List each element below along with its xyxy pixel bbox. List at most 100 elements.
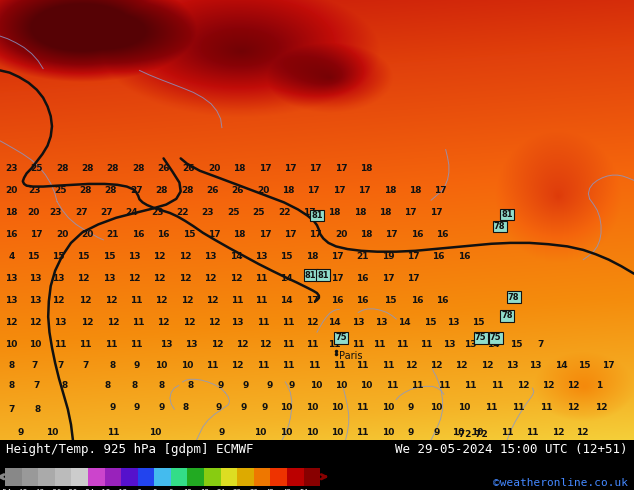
Text: 11: 11 [356,402,369,412]
Text: 78: 78 [508,293,519,301]
Text: 81: 81 [311,211,323,220]
Text: 16: 16 [436,295,449,305]
Text: 17: 17 [307,186,320,195]
Text: 12: 12 [595,402,607,412]
Text: 15: 15 [27,251,39,261]
Bar [188,467,204,486]
Text: 10: 10 [5,340,18,348]
Text: 11: 11 [107,428,119,437]
Text: 27: 27 [130,186,143,195]
Text: Paris: Paris [339,350,363,361]
Text: 23: 23 [5,164,18,172]
Text: 12: 12 [79,295,92,305]
Text: 10: 10 [254,428,266,437]
Text: 75: 75 [490,333,501,343]
Text: 12: 12 [404,361,417,370]
Text: 12: 12 [204,273,217,283]
Text: 81: 81 [318,270,329,279]
Text: 12: 12 [52,295,65,305]
Text: 17: 17 [284,230,297,239]
Text: 17: 17 [382,273,394,283]
Text: 9: 9 [266,381,273,391]
Text: 78: 78 [501,312,513,320]
Text: 13: 13 [29,273,41,283]
Text: 13: 13 [160,340,172,348]
Text: 11: 11 [130,295,143,305]
Text: 16: 16 [411,230,424,239]
Text: 12: 12 [430,361,443,370]
Text: 18: 18 [409,186,422,195]
Text: 11: 11 [79,340,92,348]
Text: 24: 24 [126,208,138,217]
Text: 14: 14 [230,251,242,261]
Text: 14: 14 [555,361,567,370]
Text: 9: 9 [243,381,249,391]
Text: 11: 11 [373,340,385,348]
Text: 17: 17 [284,164,297,172]
Text: 12: 12 [306,318,318,327]
Bar [271,467,287,486]
Text: 20: 20 [56,230,68,239]
Text: 16: 16 [157,230,170,239]
Text: 81: 81 [305,270,316,279]
Text: 13: 13 [255,251,268,261]
Text: 11: 11 [356,361,369,370]
Text: 8: 8 [131,381,138,391]
Text: 11: 11 [420,340,432,348]
Text: 17: 17 [602,361,615,370]
Text: 36: 36 [249,489,258,490]
Text: 11: 11 [328,340,341,348]
Text: 75: 75 [335,333,347,343]
Text: 16: 16 [331,295,344,305]
Text: 8: 8 [187,381,193,391]
Text: 11: 11 [257,361,269,370]
Text: 10: 10 [280,428,293,437]
Text: 25: 25 [227,208,240,217]
Text: 10: 10 [306,428,318,437]
Bar [254,467,271,486]
Text: 7: 7 [34,381,40,391]
Text: 12: 12 [107,318,119,327]
Text: 10: 10 [181,361,193,370]
Text: 20: 20 [5,186,18,195]
Text: 12: 12 [576,428,588,437]
Text: 9: 9 [408,428,414,437]
Text: 9: 9 [241,402,247,412]
Text: 24: 24 [216,489,225,490]
Text: 15: 15 [578,361,591,370]
Text: 26: 26 [183,164,195,172]
Text: 11: 11 [231,295,244,305]
Text: 9: 9 [217,381,224,391]
Text: 10: 10 [149,428,162,437]
Text: 9: 9 [219,428,225,437]
Text: 11: 11 [540,402,553,412]
Text: 27: 27 [75,208,87,217]
Text: -18: -18 [98,489,111,490]
Text: 12: 12 [153,273,166,283]
Text: 16: 16 [132,230,145,239]
Text: 17: 17 [309,230,322,239]
Text: 16: 16 [356,295,369,305]
Text: 22: 22 [278,208,290,217]
Text: 12: 12 [517,381,529,391]
Text: 10: 10 [280,402,293,412]
Text: 10: 10 [451,428,464,437]
Text: 10: 10 [29,340,41,348]
Text: 13: 13 [506,361,519,370]
Text: 13: 13 [54,318,67,327]
Text: 11: 11 [255,295,268,305]
Text: 12: 12 [206,295,219,305]
Text: 10: 10 [382,402,394,412]
Text: 14: 14 [306,273,318,283]
Text: 11: 11 [356,428,369,437]
Bar [22,467,38,486]
Text: 10: 10 [331,402,344,412]
Bar [221,467,237,486]
Text: 16: 16 [458,251,470,261]
Bar [105,467,121,486]
Text: 4: 4 [8,251,15,261]
Text: 12: 12 [81,318,94,327]
Text: 15: 15 [77,251,90,261]
Text: 12: 12 [157,318,170,327]
Text: 17: 17 [259,164,271,172]
